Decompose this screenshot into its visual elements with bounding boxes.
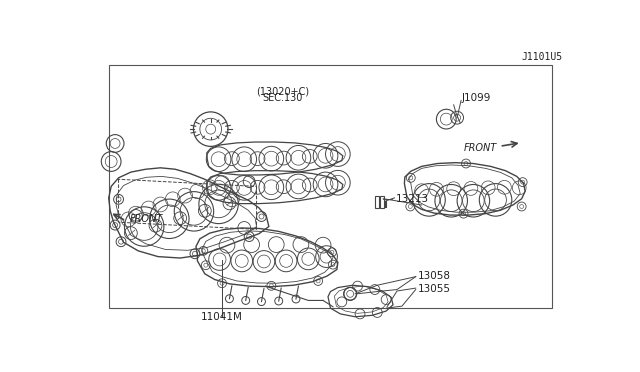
Text: FRONT: FRONT: [130, 214, 163, 224]
Text: J1101U5: J1101U5: [521, 52, 562, 62]
Bar: [109, 65, 552, 308]
Text: FRONT: FRONT: [463, 143, 497, 153]
Bar: [375, 196, 379, 208]
Text: 13058: 13058: [418, 271, 451, 281]
Text: SEC.130: SEC.130: [262, 93, 303, 103]
Bar: [380, 196, 384, 208]
Text: (13020+C): (13020+C): [256, 87, 309, 97]
Text: 13055: 13055: [418, 284, 451, 294]
Text: J1099: J1099: [462, 93, 492, 103]
Text: 13213: 13213: [396, 194, 429, 204]
Text: 11041M: 11041M: [201, 312, 243, 322]
